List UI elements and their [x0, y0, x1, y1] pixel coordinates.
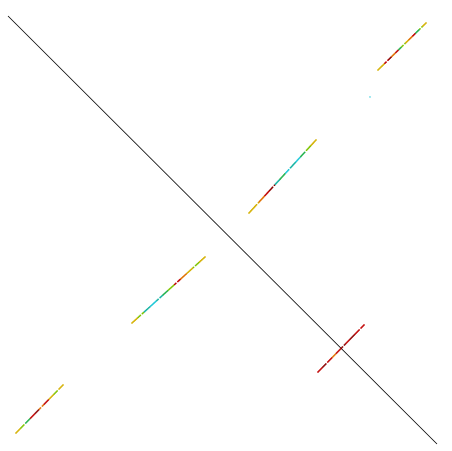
alignment-dot [402, 44, 404, 47]
alignment-dot [425, 22, 427, 24]
alignment-dot [324, 363, 327, 365]
alignment-dot [303, 151, 306, 154]
alignment-dot [139, 314, 142, 317]
alignment-dot [192, 266, 195, 269]
alignment-dot [22, 424, 25, 426]
alignment-dot [385, 61, 387, 64]
segment-lower-right [317, 324, 365, 373]
alignment-dot [315, 139, 317, 141]
segment-bottom-left [15, 384, 64, 434]
alignment-dot [174, 282, 177, 285]
alignment-dot [363, 324, 365, 326]
alignment-dot [419, 27, 421, 30]
reference-diagonal-line [7, 15, 438, 445]
segment-center-left [131, 256, 206, 324]
alignment-dot [358, 329, 361, 331]
alignment-dot [341, 346, 344, 348]
alignment-dot [62, 384, 64, 386]
alignment-dot [39, 407, 42, 409]
alignment-dot [271, 186, 274, 189]
alignment-dot [157, 298, 159, 301]
alignment-dot [56, 390, 59, 392]
alignment-segments [15, 22, 427, 434]
segment-top-right [377, 22, 427, 71]
alignment-dot [287, 168, 290, 171]
stray-dot [369, 96, 371, 98]
segment-upper-middle [248, 139, 317, 214]
alignment-dot [204, 256, 206, 258]
alignment-dot [255, 203, 258, 206]
